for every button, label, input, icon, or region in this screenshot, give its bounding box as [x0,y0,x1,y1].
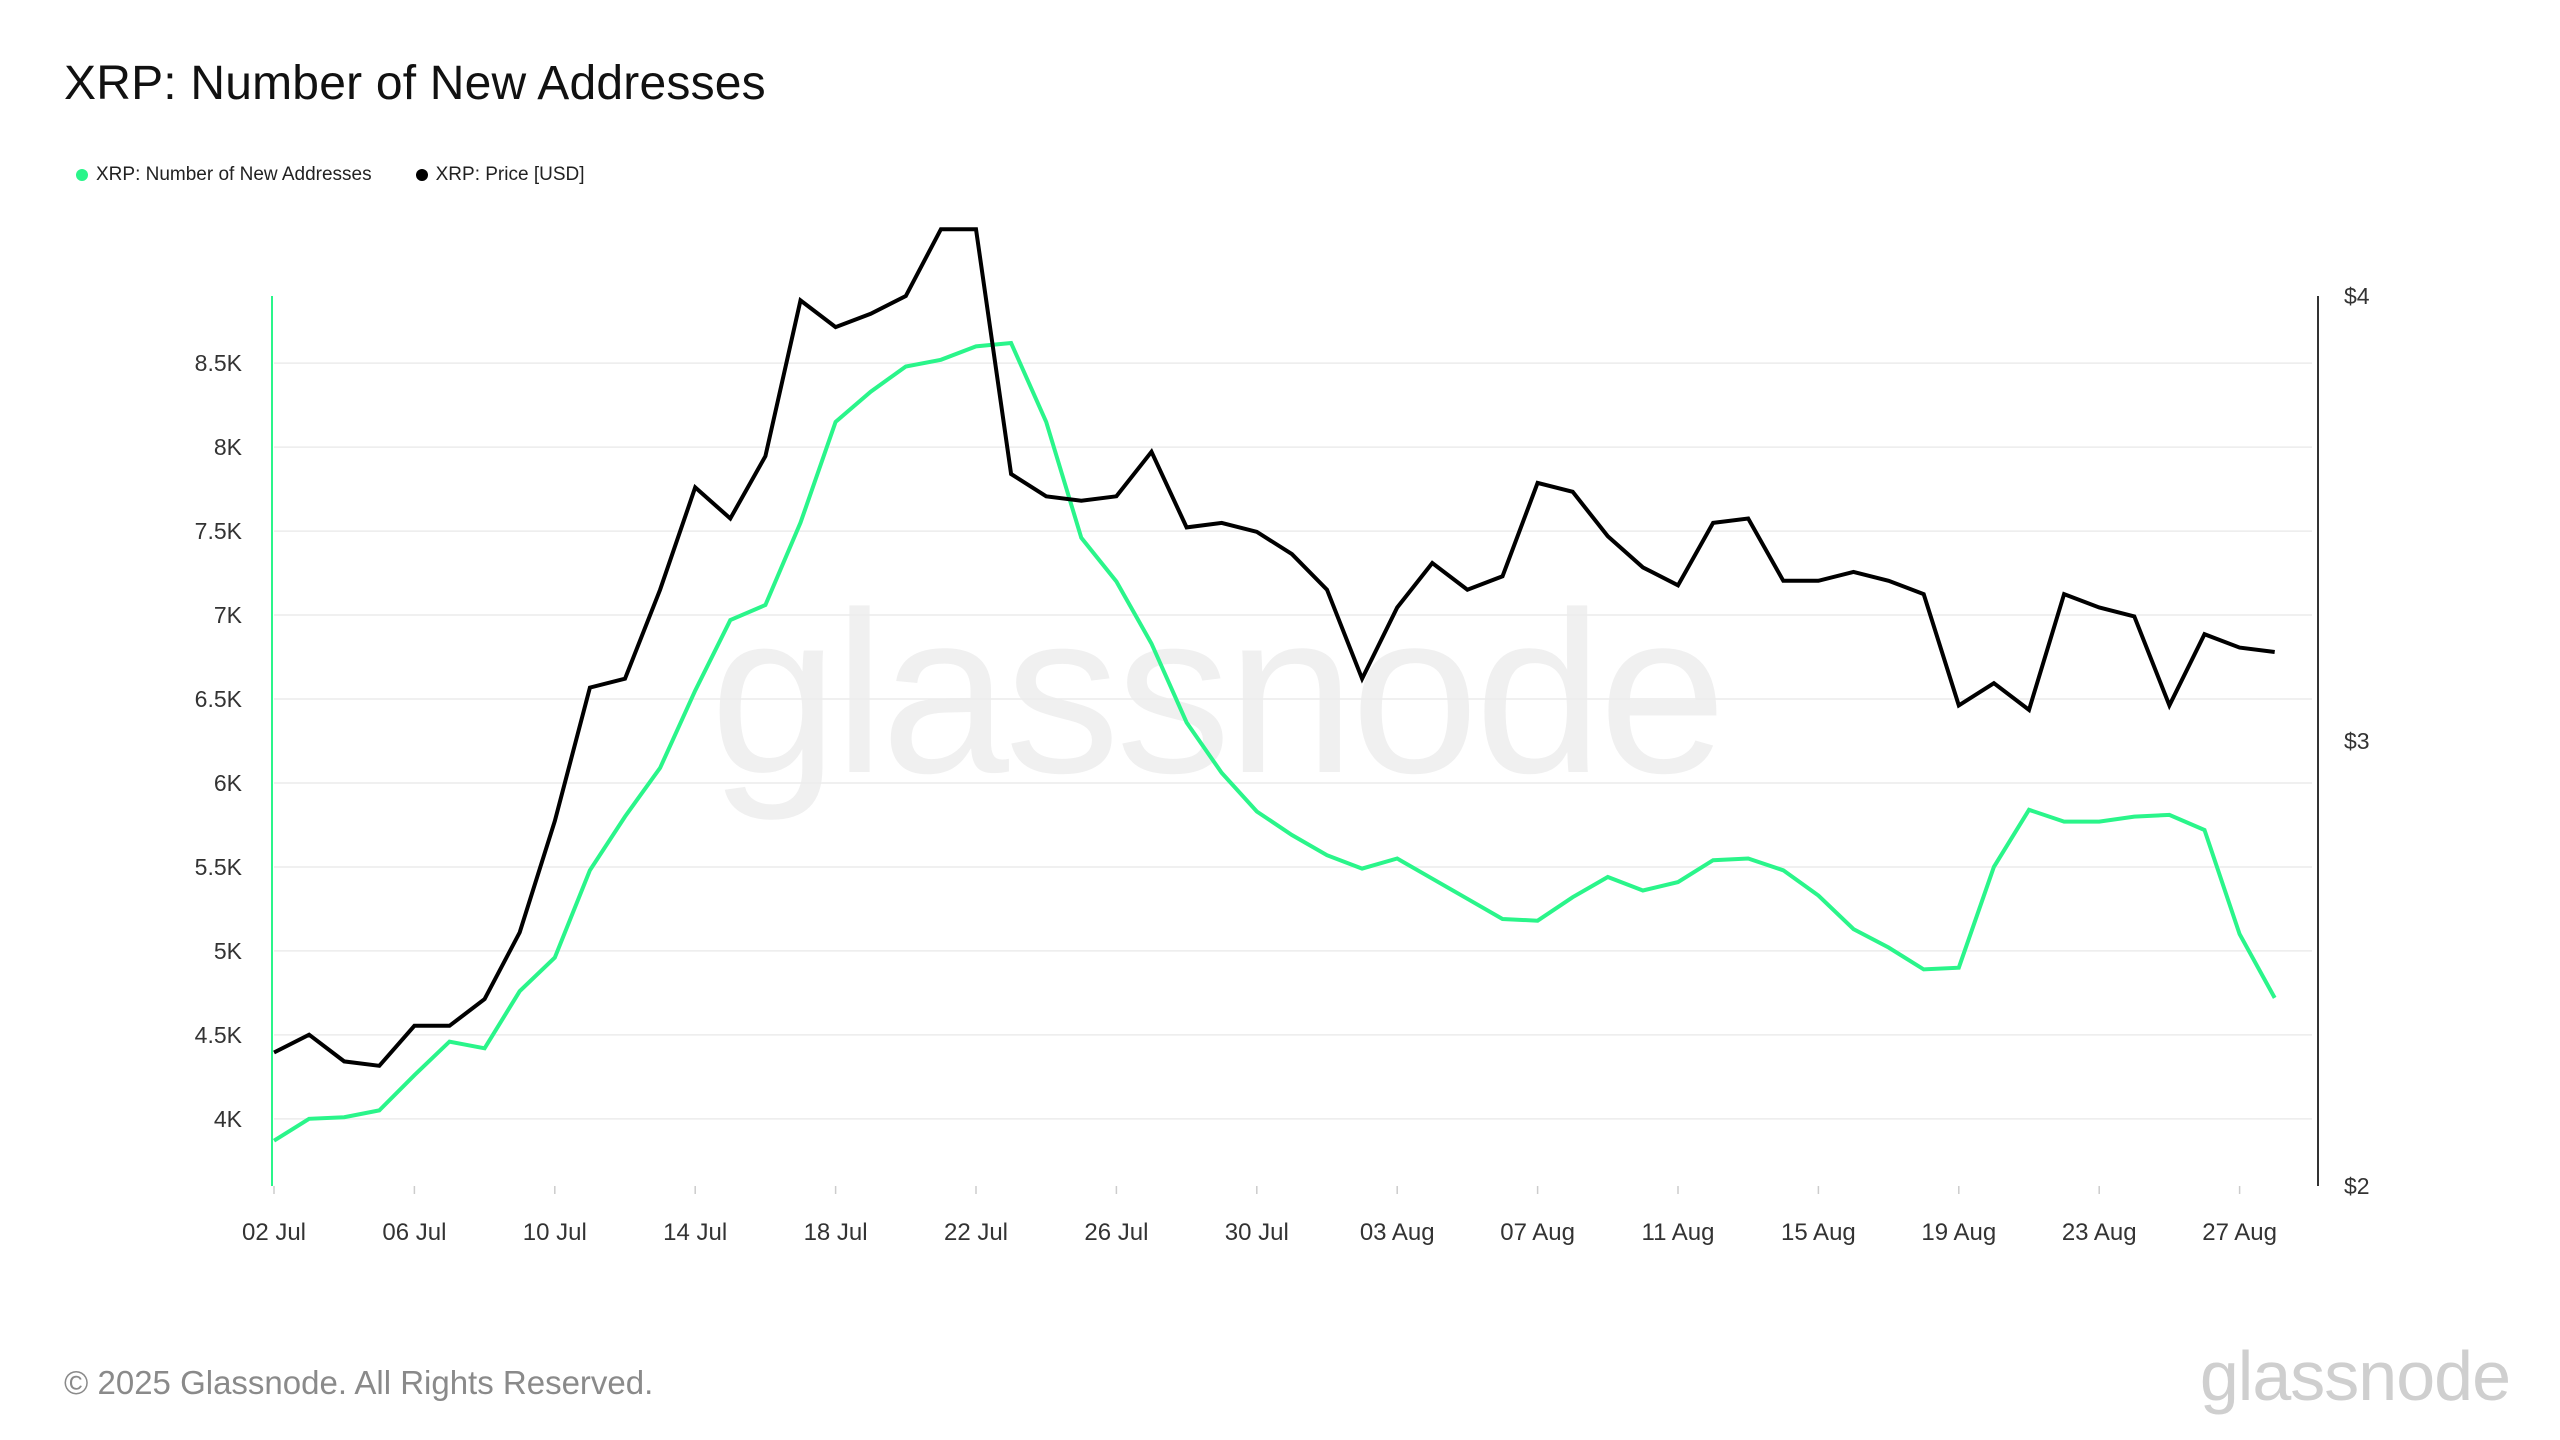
y-left-tick-label: 4K [214,1106,243,1132]
x-tick-label: 22 Jul [944,1219,1008,1246]
y-right-tick-label: $3 [2344,728,2370,754]
y-left-tick-label: 8K [214,434,243,460]
y-left-tick-label: 7K [214,602,243,628]
series-lines [272,227,2277,1143]
y-right-tick-label: $2 [2344,1173,2370,1199]
y-left-tick-label: 7.5K [195,518,243,544]
y-left-tick-label: 8.5K [195,350,243,376]
x-tick-label: 10 Jul [523,1219,587,1246]
chart-title: XRP: Number of New Addresses [64,57,766,110]
x-tick-label: 18 Jul [804,1219,868,1246]
tick-labels: 4K 4.5K 5K 5.5K 6K 6.5K 7K 7.5K 8K 8.5K $2 $3 $4 02 J… [195,283,2370,1246]
x-tick-label: 19 Aug [1921,1219,1996,1246]
x-tick-label: 14 Jul [663,1219,727,1246]
y-left-tick-label: 5.5K [195,854,243,880]
x-tick-label: 07 Aug [1500,1219,1575,1246]
y-left-tick-label: 6K [214,770,243,796]
copyright-footer: © 2025 Glassnode. All Rights Reserved. [64,1364,654,1401]
legend-label-price: XRP: Price [USD] [435,164,585,185]
x-tick-label: 06 Jul [382,1219,446,1246]
legend-item-new-addresses[interactable]: XRP: Number of New Addresses [76,164,372,186]
x-tick-label: 27 Aug [2202,1219,2277,1246]
legend-label-new-addresses: XRP: Number of New Addresses [96,164,372,185]
y-right-tick-label: $4 [2344,283,2370,309]
series-line-price [273,227,2275,1068]
legend-item-price[interactable]: XRP: Price [USD] [415,164,585,186]
x-tick-label: 02 Jul [242,1219,306,1246]
series-line-new-addresses [272,340,2277,1143]
grid-lines [274,362,2312,1120]
x-tick-label: 23 Aug [2062,1219,2137,1246]
watermark-glassnode: glassnode [710,564,1727,821]
axes [271,296,2319,1194]
glassnode-logo: glassnode [2199,1337,2511,1415]
x-tick-label: 26 Jul [1084,1219,1148,1246]
legend-dot-price-icon [415,169,428,181]
x-tick-label: 15 Aug [1781,1219,1856,1246]
legend-dot-new-addresses-icon [76,169,88,181]
x-tick-label: 11 Aug [1642,1219,1715,1246]
y-left-tick-label: 6.5K [195,686,243,712]
x-tick-label: 03 Aug [1360,1219,1435,1246]
y-left-tick-label: 5K [214,938,243,964]
y-left-tick-label: 4.5K [195,1022,243,1048]
chart-legend: XRP: Number of New Addresses XRP: Price … [76,164,585,186]
x-tick-label: 30 Jul [1225,1219,1289,1246]
